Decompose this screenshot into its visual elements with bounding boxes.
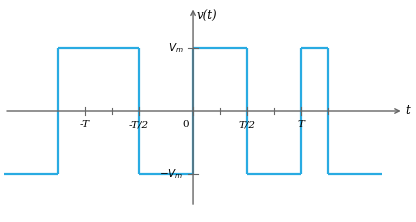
Text: v(t): v(t) [197,10,218,23]
Text: 0: 0 [183,121,189,129]
Text: -T/2: -T/2 [129,121,149,129]
Text: $-V_m$: $-V_m$ [159,167,183,181]
Text: T: T [297,121,305,129]
Text: $V_m$: $V_m$ [168,41,183,55]
Text: -T: -T [80,121,90,129]
Text: t: t [406,105,411,117]
Text: T/2: T/2 [238,121,255,129]
